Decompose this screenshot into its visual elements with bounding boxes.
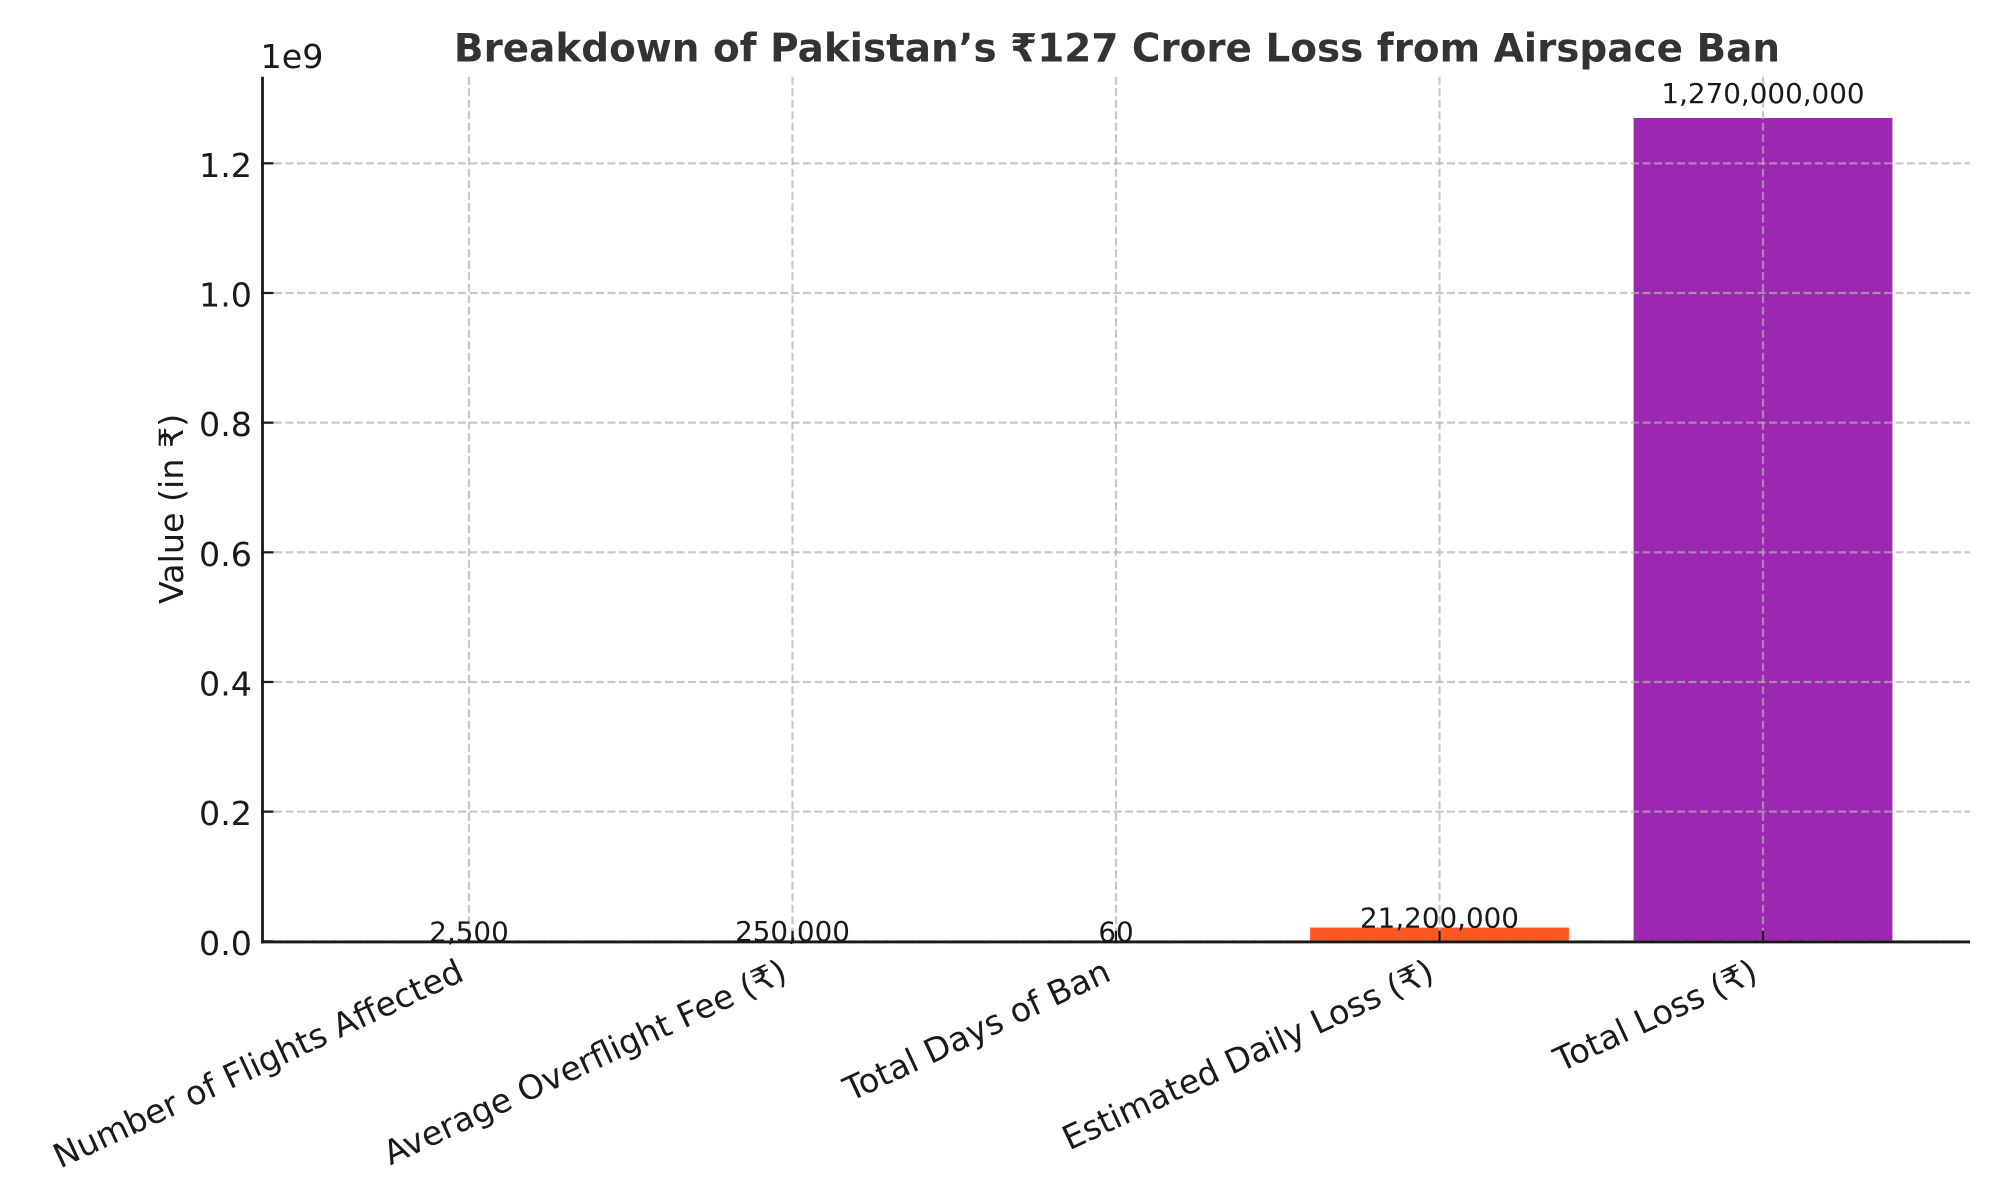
bar-value-label-3: 21,200,000 [1360, 901, 1519, 934]
bar-value-label-0: 2,500 [429, 915, 509, 948]
y-tick-label-3: 0.6 [199, 535, 252, 574]
x-tick-label-4: Total Loss (₹) [1547, 951, 1763, 1079]
y-tick-label-6: 1.2 [199, 146, 252, 185]
bar-value-label-4: 1,270,000,000 [1661, 77, 1864, 110]
chart-title: Breakdown of Pakistan’s ₹127 Crore Loss … [454, 27, 1780, 72]
bar-value-label-2: 60 [1098, 915, 1133, 948]
x-tick-label-2: Total Days of Ban [836, 951, 1116, 1109]
y-tick-label-0: 0.0 [199, 924, 252, 963]
y-tick-label-5: 1.0 [199, 276, 252, 315]
y-tick-label-1: 0.2 [199, 794, 252, 833]
y-axis-label: Value (in ₹) [152, 414, 191, 604]
y-axis-offset-label: 1e9 [261, 37, 324, 76]
y-tick-label-2: 0.4 [199, 664, 252, 703]
y-tick-label-4: 0.8 [199, 405, 252, 444]
spines-layer [261, 76, 1970, 944]
bar-value-label-1: 250,000 [735, 915, 850, 948]
